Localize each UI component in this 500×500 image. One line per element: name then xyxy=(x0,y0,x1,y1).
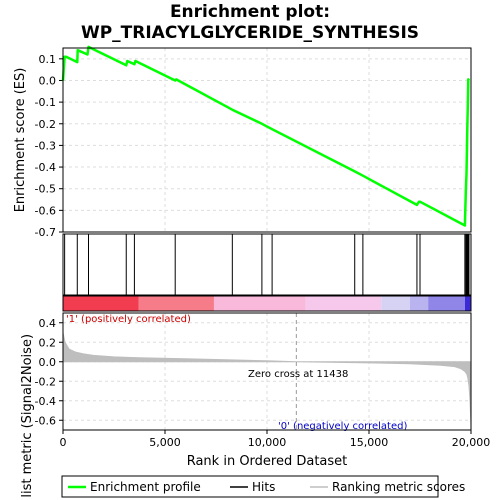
metric-ylabel: Ranked list metric (Signal2Noise) xyxy=(20,334,35,500)
metric-xtick-label: 0 xyxy=(60,436,67,449)
es-ytick-label: -0.1 xyxy=(35,96,56,109)
metric-xtick-label: 5,000 xyxy=(149,436,181,449)
es-ytick-label: -0.6 xyxy=(35,204,56,217)
zero-cross-label: Zero cross at 11438 xyxy=(248,369,348,380)
colorbar-segment xyxy=(63,296,138,311)
es-profile-line xyxy=(63,47,469,226)
metric-ytick-label: -0.2 xyxy=(35,375,56,388)
legend-label: Enrichment profile xyxy=(90,480,201,494)
es-ytick-label: 0.0 xyxy=(39,74,57,87)
legend: Enrichment profile Hits Ranking metric sco… xyxy=(62,476,465,497)
es-ylabel: Enrichment score (ES) xyxy=(13,68,28,213)
es-ytick-label: -0.7 xyxy=(35,226,56,239)
colorbar-segment xyxy=(306,296,381,311)
metric-panel: 0.4 0.2 0.0 -0.2 -0.4 -0.6 Zero cross at 11438… xyxy=(20,313,490,500)
colorbar-segment xyxy=(465,296,471,311)
colorbar-segment xyxy=(381,296,410,311)
metric-ytick-label: -0.6 xyxy=(35,414,56,427)
metric-xlabel: Rank in Ordered Dataset xyxy=(187,454,348,469)
es-ytick-label: -0.4 xyxy=(35,161,56,174)
es-ytick-label: -0.5 xyxy=(35,183,56,196)
metric-xtick-label: 10,000 xyxy=(248,436,287,449)
legend-label: Ranking metric scores xyxy=(332,480,465,494)
hits-panel xyxy=(63,234,471,311)
colorbar-segment xyxy=(138,296,213,311)
positive-label: '1' (positively correlated) xyxy=(66,314,191,325)
metric-xtick-label: 15,000 xyxy=(350,436,389,449)
es-ytick-label: -0.3 xyxy=(35,139,56,152)
metric-ytick-label: 0.4 xyxy=(39,317,57,330)
colorbar-segment xyxy=(428,296,465,311)
legend-label: Hits xyxy=(252,480,275,494)
es-ytick-label: 0.1 xyxy=(39,53,57,66)
metric-xtick-label: 20,000 xyxy=(452,436,491,449)
colorbar-segment xyxy=(410,296,428,311)
hits-frame xyxy=(63,234,471,295)
metric-ytick-label: 0.0 xyxy=(39,356,57,369)
es-panel: 0.1 0.0 -0.1 -0.2 -0.3 -0.4 -0.5 -0.6 -0.7 Enrich… xyxy=(13,47,471,239)
metric-ytick-label: 0.2 xyxy=(39,336,57,349)
colorbar-segment xyxy=(214,296,306,311)
metric-ytick-label: -0.4 xyxy=(35,395,56,408)
es-ytick-label: -0.2 xyxy=(35,118,56,131)
